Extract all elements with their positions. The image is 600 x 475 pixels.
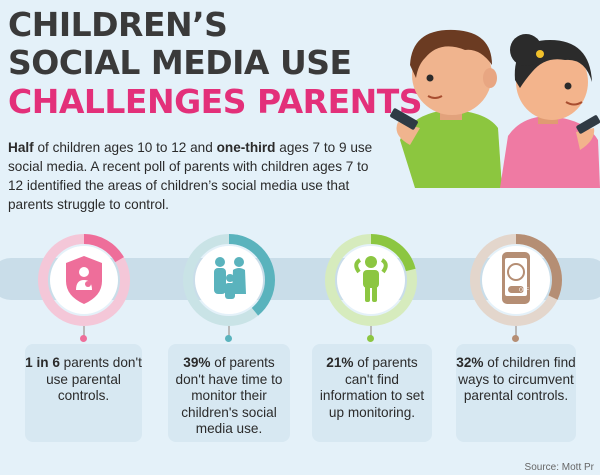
intro-text-2: ages 7 to 9 use social media. A recent p… [8,140,373,212]
stat-4-highlight: 32% [456,355,484,370]
girl-figure [500,34,600,188]
intro-paragraph: Half of children ages 10 to 12 and one-t… [8,138,383,214]
stat-card-3: 21% of parents can't find information to… [312,344,432,442]
stat-2-highlight: 39% [183,355,211,370]
family-icon [214,257,246,299]
connector-dot-1 [80,335,87,342]
title-line-2: SOCIAL MEDIA USE [8,43,352,82]
connector-dot-2 [225,335,232,342]
stat-4-text: of children find ways to circumvent pare… [458,355,576,403]
stat-ring-3 [325,234,417,326]
stat-card-4: 32% of children find ways to circumvent … [456,344,576,442]
stat-3-text: of parents can't find information to set… [319,355,425,420]
intro-bold-one-third: one-third [216,140,276,155]
stat-card-1: 1 in 6 parents don't use parental contro… [25,344,142,442]
stat-1-highlight: 1 in 6 [25,355,60,370]
connector-4 [515,326,517,340]
connector-dot-3 [367,335,374,342]
intro-text-1: of children ages 10 to 12 and [33,140,217,155]
title-line-3: CHALLENGES PARENTS [8,82,423,121]
boy-figure [390,29,502,188]
progress-arc-1 [38,234,130,326]
shield-parent-child-icon [66,256,102,304]
connector-3 [370,326,372,340]
connector-2 [228,326,230,340]
children-with-phones-illustration [390,29,600,188]
progress-arc-2 [183,234,275,326]
confused-person-icon [354,256,388,302]
progress-arc-4 [470,234,562,326]
infographic-title: CHILDREN’S SOCIAL MEDIA USE CHALLENGES P… [8,5,423,122]
off-label: OFF [519,288,529,294]
phone-off-icon: OFF [502,252,530,304]
stat-card-2: 39% of parents don't have time to monito… [168,344,290,442]
stat-2-text: of parents don't have time to monitor th… [175,355,283,436]
title-line-1: CHILDREN’S [8,5,228,44]
stat-3-highlight: 21% [326,355,354,370]
stat-1-text: parents don't use parental controls. [46,355,142,403]
intro-bold-half: Half [8,140,34,155]
stat-ring-1 [38,234,130,326]
stat-ring-4: OFF [470,234,562,326]
progress-arc-3 [325,234,417,326]
connector-1 [83,326,85,340]
source-credit: Source: Mott Pr [524,462,594,473]
stat-ring-2 [183,234,275,326]
connector-dot-4 [512,335,519,342]
